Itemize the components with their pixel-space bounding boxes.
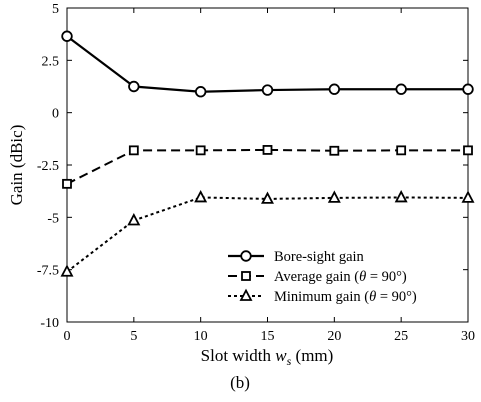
legend-marker-triangle	[239, 288, 253, 301]
data-point-circle	[128, 80, 140, 93]
data-point-circle	[261, 84, 274, 96]
axis-ticks: 0 5 10 15 20 25 30 5 2.5 0 -2.5 -5 -7.5 -10	[37, 2, 475, 344]
data-point-triangle	[60, 264, 74, 277]
y-tick-label: 0	[52, 107, 59, 122]
series-square	[62, 145, 473, 189]
data-point-triangle	[194, 190, 208, 203]
x-tick-label: 25	[394, 329, 408, 344]
data-point-triangle	[127, 213, 141, 226]
data-point-square	[195, 145, 206, 156]
figure-caption: (b)	[230, 373, 250, 392]
data-point-triangle	[327, 190, 341, 203]
x-tick-label: 5	[130, 329, 137, 344]
data-point-triangle	[261, 191, 274, 204]
series-group	[60, 30, 475, 277]
x-tick-label: 15	[261, 329, 275, 344]
y-tick-label: -7.5	[37, 264, 59, 279]
x-tick-label: 0	[64, 329, 71, 344]
legend-entry: Average gain (θ = 90°)	[228, 269, 407, 285]
y-tick-label: 2.5	[42, 54, 60, 69]
y-tick-label: 5	[52, 2, 59, 17]
y-axis-label: Gain (dBic)	[7, 125, 26, 206]
series-line	[66, 35, 468, 93]
plot-area-frame	[66, 7, 469, 323]
legend-label: Bore-sight gain	[274, 249, 365, 265]
legend: Bore-sight gain Average gain (θ = 90°) Min…	[228, 249, 417, 305]
x-tick-label: 10	[194, 329, 208, 344]
data-point-circle	[194, 86, 207, 98]
legend-label: Average gain (θ = 90°)	[274, 269, 407, 285]
data-point-square	[396, 145, 407, 156]
legend-marker-square	[241, 271, 251, 281]
y-tick-label: -10	[40, 316, 59, 331]
data-point-circle	[328, 83, 341, 95]
data-point-square	[262, 145, 273, 155]
x-axis-label: Slot width ws (mm)	[201, 346, 334, 368]
data-point-square	[62, 178, 72, 189]
data-point-square	[128, 145, 139, 156]
legend-entry: Minimum gain (θ = 90°)	[228, 288, 417, 305]
y-tick-label: -5	[47, 211, 59, 226]
legend-label: Minimum gain (θ = 90°)	[274, 289, 417, 305]
series-line	[66, 148, 468, 185]
legend-marker-circle	[240, 250, 252, 262]
series-triangle	[60, 190, 475, 277]
y-tick-label: -2.5	[37, 159, 59, 174]
x-tick-label: 30	[461, 329, 475, 344]
series-circle	[61, 30, 474, 98]
x-tick-label: 20	[327, 329, 341, 344]
data-point-triangle	[394, 190, 408, 203]
legend-entry: Bore-sight gain	[228, 249, 365, 265]
data-point-square	[463, 145, 473, 156]
data-point-circle	[462, 83, 474, 95]
data-point-circle	[395, 83, 407, 95]
data-point-square	[329, 145, 340, 156]
data-point-triangle	[461, 190, 475, 203]
data-point-circle	[61, 30, 73, 42]
series-line	[66, 196, 469, 273]
